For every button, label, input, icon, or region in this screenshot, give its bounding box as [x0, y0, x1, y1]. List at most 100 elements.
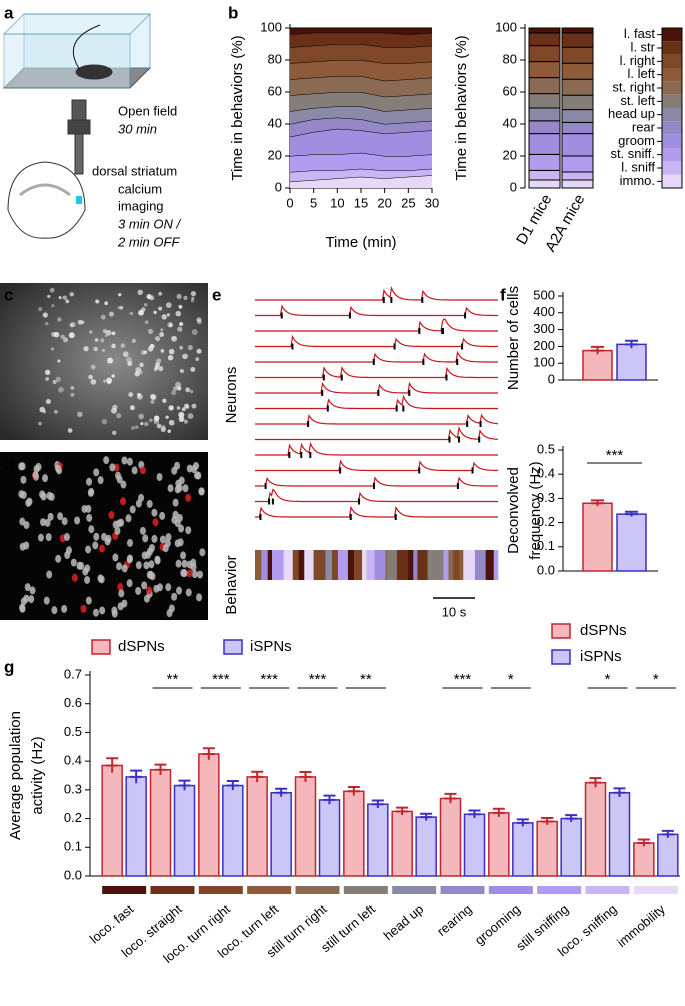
- cell: [139, 362, 144, 368]
- cell: [185, 387, 191, 393]
- cell: [172, 498, 179, 507]
- significance-label: **: [360, 671, 372, 688]
- cell: [152, 518, 159, 527]
- cell: [116, 562, 123, 571]
- y-tick-label: 60: [503, 83, 517, 98]
- cell: [52, 379, 57, 385]
- setup-illustration: [2, 13, 152, 239]
- bar-segment: [528, 93, 561, 109]
- cell: [153, 418, 160, 425]
- behavior-stripe: [292, 550, 299, 580]
- legend-swatch: [551, 623, 571, 639]
- bar-segment: [561, 27, 594, 34]
- y-tick-label: 80: [503, 51, 517, 66]
- cell: [186, 569, 193, 578]
- cell: [100, 338, 105, 343]
- cell: [67, 428, 73, 433]
- trace: [255, 381, 498, 394]
- cell: [144, 320, 149, 325]
- cell: [190, 291, 197, 297]
- bar-segment: [528, 169, 561, 181]
- error-bar: [226, 779, 239, 791]
- bar: [294, 776, 317, 877]
- legend-swatch: [662, 161, 682, 175]
- behavior-stripe: [385, 550, 388, 580]
- bar-segment: [528, 133, 561, 155]
- cell: [189, 389, 194, 394]
- behavior-stripe: [272, 550, 284, 580]
- category-color: [150, 886, 195, 894]
- cell: [153, 310, 157, 315]
- behavior-stripe: [337, 550, 349, 580]
- cell: [185, 526, 192, 535]
- cell: [54, 409, 58, 414]
- cell: [40, 518, 47, 527]
- error-bar: [130, 769, 143, 784]
- trace: [255, 476, 498, 487]
- cell: [105, 329, 112, 336]
- cell: [143, 594, 150, 603]
- cell: [112, 430, 117, 435]
- panel-label: g: [4, 657, 14, 676]
- cell: [98, 544, 105, 553]
- cell: [93, 346, 98, 352]
- bar: [582, 349, 613, 381]
- cell: [103, 379, 107, 383]
- bar: [608, 791, 631, 877]
- significance-label: *: [508, 671, 514, 688]
- cell: [165, 302, 172, 309]
- behavior-stripe: [283, 550, 294, 580]
- cell: [190, 367, 196, 372]
- bar: [536, 820, 558, 877]
- cell: [120, 343, 126, 348]
- bar: [149, 769, 172, 877]
- cell: [23, 594, 30, 603]
- legend-swatch: [91, 639, 111, 655]
- behavior-stripe: [485, 550, 495, 580]
- cell: [111, 609, 118, 618]
- cell: [88, 374, 93, 380]
- cell: [125, 514, 132, 523]
- cell: [131, 425, 136, 430]
- trace: [255, 365, 498, 379]
- cell: [42, 312, 48, 318]
- cell: [61, 517, 68, 526]
- cell: [46, 570, 53, 579]
- error-bar: [541, 816, 554, 825]
- y-tick-label: 0.7: [64, 666, 82, 681]
- error-bar: [275, 787, 288, 797]
- behavior-stripe: [396, 550, 409, 580]
- y-tick-label: 200: [533, 338, 555, 353]
- bar-segment: [561, 121, 594, 135]
- cell: [149, 343, 155, 349]
- bar-segment: [561, 133, 594, 157]
- cell: [70, 558, 77, 567]
- category-color: [102, 886, 147, 894]
- trace: [255, 441, 498, 456]
- cell: [92, 541, 99, 550]
- legend-swatch: [662, 94, 682, 108]
- cell: [187, 344, 193, 351]
- legend-label: l. str: [630, 39, 655, 54]
- cell: [94, 338, 99, 342]
- cell: [178, 304, 183, 309]
- cell: [127, 360, 133, 367]
- trace: [255, 286, 498, 301]
- cell: [139, 526, 146, 535]
- legend-label: iSPNs: [250, 638, 292, 655]
- significance-label: ***: [606, 447, 624, 464]
- cell: [50, 347, 55, 351]
- error-bar: [251, 770, 264, 783]
- bar: [198, 753, 220, 877]
- cell: [135, 425, 139, 429]
- cell: [190, 298, 195, 303]
- cell: [23, 521, 30, 530]
- panel-label: a: [4, 3, 14, 22]
- area: [290, 168, 432, 182]
- x-tick-label: 10: [330, 195, 344, 210]
- behavior-stripe: [438, 550, 444, 580]
- legend-label: l. left: [628, 66, 656, 81]
- cell: [179, 345, 184, 350]
- cell: [35, 462, 42, 471]
- cell: [175, 310, 182, 317]
